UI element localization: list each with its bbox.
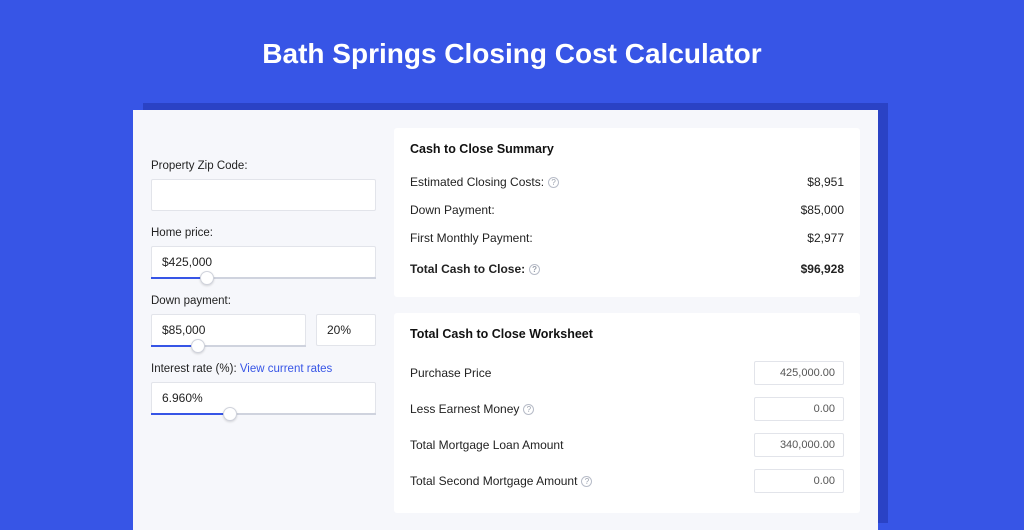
worksheet-row: Purchase Price 425,000.00 <box>410 355 844 391</box>
summary-row-value: $8,951 <box>807 175 844 189</box>
summary-total-label: Total Cash to Close: <box>410 262 525 276</box>
worksheet-row-label: Total Second Mortgage Amount <box>410 474 577 488</box>
summary-title: Cash to Close Summary <box>410 142 844 156</box>
help-icon[interactable]: ? <box>581 476 592 487</box>
summary-row-value: $85,000 <box>801 203 844 217</box>
summary-row-label: Down Payment: <box>410 203 495 217</box>
home-price-slider[interactable] <box>151 277 376 279</box>
view-rates-link[interactable]: View current rates <box>240 363 332 375</box>
worksheet-row: Total Second Mortgage Amount ? 0.00 <box>410 463 844 499</box>
interest-field-group: Interest rate (%): View current rates 6.… <box>151 363 376 415</box>
home-price-slider-fill <box>151 277 207 279</box>
summary-total-row: Total Cash to Close: ? $96,928 <box>410 252 844 283</box>
down-payment-slider[interactable] <box>151 345 306 347</box>
summary-row: Estimated Closing Costs: ? $8,951 <box>410 168 844 196</box>
results-column: Cash to Close Summary Estimated Closing … <box>394 128 860 530</box>
interest-input[interactable]: 6.960% <box>151 382 376 414</box>
worksheet-card: Total Cash to Close Worksheet Purchase P… <box>394 313 860 513</box>
summary-card: Cash to Close Summary Estimated Closing … <box>394 128 860 297</box>
home-price-slider-thumb[interactable] <box>200 271 214 285</box>
summary-row: First Monthly Payment: $2,977 <box>410 224 844 252</box>
help-icon[interactable]: ? <box>529 264 540 275</box>
worksheet-row-value[interactable]: 340,000.00 <box>754 433 844 457</box>
interest-slider-thumb[interactable] <box>223 407 237 421</box>
summary-row-label: First Monthly Payment: <box>410 231 533 245</box>
summary-row-value: $2,977 <box>807 231 844 245</box>
worksheet-row-value[interactable]: 0.00 <box>754 397 844 421</box>
summary-total-value: $96,928 <box>801 262 844 276</box>
help-icon[interactable]: ? <box>548 177 559 188</box>
worksheet-row: Total Mortgage Loan Amount 340,000.00 <box>410 427 844 463</box>
zip-label: Property Zip Code: <box>151 160 376 172</box>
summary-row: Down Payment: $85,000 <box>410 196 844 224</box>
worksheet-row-value[interactable]: 425,000.00 <box>754 361 844 385</box>
worksheet-row-value[interactable]: 0.00 <box>754 469 844 493</box>
interest-slider[interactable] <box>151 413 376 415</box>
help-icon[interactable]: ? <box>523 404 534 415</box>
down-payment-slider-thumb[interactable] <box>191 339 205 353</box>
inputs-column: Property Zip Code: Home price: $425,000 … <box>151 128 376 530</box>
home-price-field-group: Home price: $425,000 <box>151 227 376 279</box>
worksheet-row-label: Purchase Price <box>410 366 491 380</box>
interest-label: Interest rate (%): View current rates <box>151 363 376 375</box>
zip-field-group: Property Zip Code: <box>151 160 376 211</box>
worksheet-row-label: Total Mortgage Loan Amount <box>410 438 563 452</box>
down-payment-input[interactable]: $85,000 <box>151 314 306 346</box>
page-title: Bath Springs Closing Cost Calculator <box>0 0 1024 98</box>
zip-input[interactable] <box>151 179 376 211</box>
home-price-label: Home price: <box>151 227 376 239</box>
down-payment-label: Down payment: <box>151 295 376 307</box>
worksheet-row: Less Earnest Money ? 0.00 <box>410 391 844 427</box>
down-payment-field-group: Down payment: $85,000 20% <box>151 295 376 347</box>
interest-label-text: Interest rate (%): <box>151 363 240 375</box>
calculator-panel: Property Zip Code: Home price: $425,000 … <box>133 110 878 530</box>
down-payment-pct-input[interactable]: 20% <box>316 314 376 346</box>
worksheet-row-label: Less Earnest Money <box>410 402 519 416</box>
worksheet-title: Total Cash to Close Worksheet <box>410 327 844 341</box>
home-price-input[interactable]: $425,000 <box>151 246 376 278</box>
summary-row-label: Estimated Closing Costs: <box>410 175 544 189</box>
interest-slider-fill <box>151 413 230 415</box>
